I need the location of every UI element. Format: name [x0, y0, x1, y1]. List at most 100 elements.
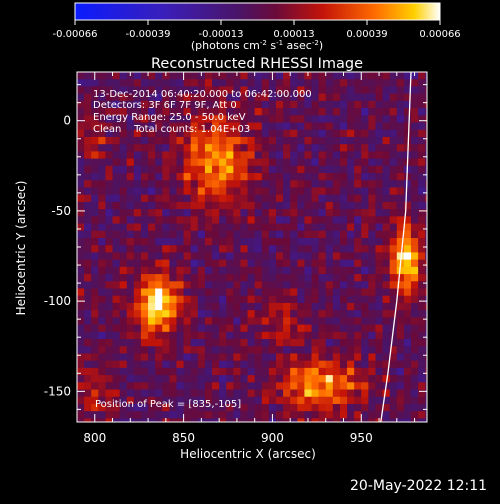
heatmap-pixel	[425, 223, 427, 232]
heatmap-pixel	[133, 72, 142, 80]
heatmap-pixel	[418, 302, 426, 311]
heatmap-pixel	[247, 396, 256, 405]
heatmap-pixel	[396, 396, 405, 405]
heatmap-pixel	[304, 158, 313, 167]
heatmap-pixel	[403, 281, 412, 290]
heatmap-pixel	[247, 129, 256, 138]
heatmap-pixel	[169, 281, 178, 290]
heatmap-pixel	[332, 165, 341, 174]
heatmap-pixel	[126, 403, 135, 412]
heatmap-pixel	[105, 259, 114, 268]
heatmap-pixel	[204, 252, 213, 261]
heatmap-pixel	[98, 173, 107, 181]
heatmap-pixel	[396, 375, 405, 383]
heatmap-pixel	[283, 86, 291, 95]
heatmap-pixel	[403, 288, 412, 297]
heatmap-pixel	[354, 353, 362, 362]
heatmap-pixel	[183, 252, 192, 261]
heatmap-pixel	[105, 266, 114, 275]
heatmap-pixel	[389, 158, 398, 167]
heatmap-pixel	[162, 317, 170, 326]
heatmap-pixel	[219, 403, 227, 412]
heatmap-pixel	[354, 129, 362, 138]
heatmap-pixel	[77, 209, 85, 217]
heatmap-pixel	[290, 375, 298, 383]
heatmap-pixel	[332, 237, 341, 246]
heatmap-pixel	[418, 144, 426, 152]
heatmap-pixel	[347, 129, 355, 138]
heatmap-pixel	[84, 158, 92, 167]
heatmap-pixel	[169, 151, 178, 160]
heatmap-pixel	[382, 108, 391, 116]
heatmap-pixel	[382, 324, 391, 333]
heatmap-pixel	[77, 339, 85, 347]
heatmap-pixel	[297, 122, 306, 131]
heatmap-pixel	[98, 317, 107, 326]
heatmap-pixel	[226, 245, 234, 254]
heatmap-pixel	[204, 216, 213, 225]
heatmap-pixel	[247, 151, 256, 160]
timestamp: 20-May-2022 12:11	[350, 478, 488, 494]
heatmap-pixel	[190, 418, 199, 422]
heatmap-pixel	[254, 136, 263, 145]
heatmap-pixel	[183, 339, 192, 347]
heatmap-pixel	[240, 144, 249, 152]
heatmap-pixel	[126, 310, 135, 318]
heatmap-pixel	[77, 230, 85, 239]
heatmap-pixel	[133, 367, 142, 376]
heatmap-pixel	[297, 346, 306, 355]
heatmap-pixel	[389, 252, 398, 261]
heatmap-pixel	[389, 346, 398, 355]
heatmap-pixel	[133, 396, 142, 405]
y-tick-label: -50	[51, 204, 71, 218]
heatmap-pixel	[190, 100, 199, 109]
heatmap-pixel	[140, 302, 149, 311]
heatmap-pixel	[261, 382, 270, 391]
heatmap-pixel	[396, 180, 405, 189]
heatmap-pixel	[112, 367, 121, 376]
heatmap-pixel	[332, 86, 341, 95]
heatmap-pixel	[91, 209, 99, 217]
heatmap-pixel	[425, 375, 427, 383]
heatmap-pixel	[169, 180, 178, 189]
heatmap-pixel	[339, 216, 348, 225]
heatmap-pixel	[197, 136, 206, 145]
heatmap-pixel	[332, 93, 341, 102]
heatmap-pixel	[162, 216, 170, 225]
heatmap-pixel	[297, 324, 306, 333]
heatmap-pixel	[204, 136, 213, 145]
heatmap-pixel	[290, 72, 298, 80]
heatmap-pixel	[368, 252, 377, 261]
heatmap-pixel	[389, 173, 398, 181]
heatmap-pixel	[304, 411, 313, 419]
heatmap-pixel	[318, 151, 327, 160]
heatmap-pixel	[403, 266, 412, 275]
heatmap-pixel	[411, 209, 419, 217]
heatmap-pixel	[112, 223, 121, 232]
heatmap-pixel	[140, 173, 149, 181]
heatmap-pixel	[396, 317, 405, 326]
heatmap-pixel	[268, 353, 277, 362]
heatmap-pixel	[119, 72, 128, 80]
heatmap-pixel	[140, 151, 149, 160]
heatmap-pixel	[84, 346, 92, 355]
heatmap-pixel	[297, 72, 306, 80]
heatmap-pixel	[98, 375, 107, 383]
heatmap-pixel	[176, 180, 185, 189]
heatmap-pixel	[354, 108, 362, 116]
x-tick-label: 950	[350, 431, 373, 445]
heatmap-pixel	[183, 295, 192, 304]
heatmap-pixel	[77, 295, 85, 304]
heatmap-pixel	[368, 100, 377, 109]
heatmap-pixel	[389, 223, 398, 232]
heatmap-pixel	[219, 79, 227, 88]
heatmap-pixel	[155, 317, 163, 326]
heatmap-pixel	[148, 411, 156, 419]
heatmap-pixel	[77, 194, 85, 203]
heatmap-pixel	[261, 144, 270, 152]
heatmap-pixel	[176, 216, 185, 225]
heatmap-pixel	[354, 93, 362, 102]
heatmap-pixel	[148, 375, 156, 383]
heatmap-pixel	[297, 274, 306, 282]
heatmap-pixel	[368, 353, 377, 362]
